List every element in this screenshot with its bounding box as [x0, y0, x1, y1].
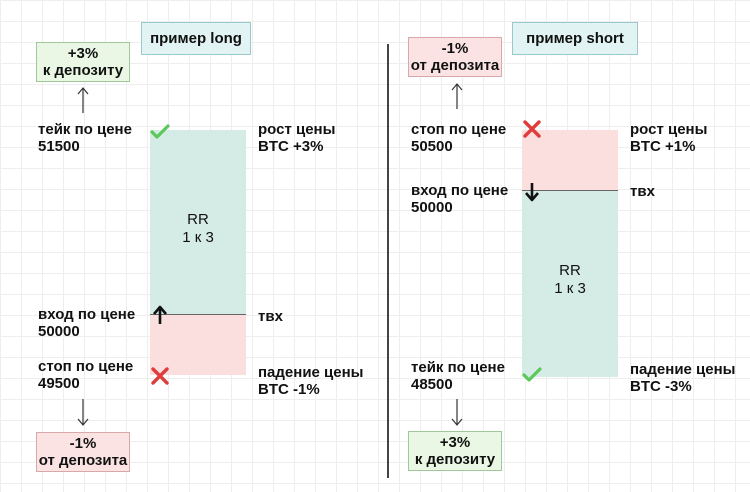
- short-profit-arrow: [451, 399, 463, 426]
- short-take-label: тейк по цене 48500: [411, 359, 505, 393]
- short-loss-arrow: [451, 83, 463, 109]
- long-entry-line: [150, 314, 246, 315]
- section-divider: [387, 44, 389, 478]
- cross-icon: [151, 367, 169, 385]
- cross-icon: [523, 120, 541, 138]
- long-loss-arrow: [77, 399, 89, 426]
- short-tvh-label: твх: [630, 183, 655, 200]
- long-profit-box: +3% к депозиту: [36, 42, 130, 82]
- short-rise-label: рост цены BTC +1%: [630, 121, 708, 155]
- long-rr-label: RR 1 к 3: [182, 211, 214, 246]
- short-profit-zone: [522, 191, 618, 377]
- arrow-up-icon: [153, 305, 167, 324]
- long-entry-label: вход по цене 50000: [38, 306, 136, 340]
- long-rise-label: рост цены BTC +3%: [258, 121, 336, 155]
- long-fall-label: падение цены BTC -1%: [258, 364, 364, 398]
- short-loss-box: -1% от депозита: [408, 37, 502, 77]
- short-rr-label: RR 1 к 3: [554, 262, 586, 297]
- long-profit-arrow: [77, 87, 89, 113]
- short-fall-label: падение цены BTC -3%: [630, 361, 736, 395]
- short-profit-box: +3% к депозиту: [408, 431, 502, 471]
- short-entry-label: вход по цене 50000: [411, 182, 509, 216]
- long-take-label: тейк по цене 51500: [38, 121, 132, 155]
- short-stop-label: стоп по цене 50500: [411, 121, 507, 155]
- check-icon: [522, 367, 542, 382]
- long-tvh-label: твх: [258, 308, 283, 325]
- long-stop-label: стоп по цене 49500: [38, 358, 134, 392]
- long-loss-box: -1% от депозита: [36, 432, 130, 472]
- short-title: пример short: [512, 22, 638, 55]
- short-entry-line: [522, 190, 618, 191]
- check-icon: [150, 124, 170, 139]
- long-profit-zone: [150, 130, 246, 315]
- long-loss-zone: [150, 315, 246, 375]
- arrow-down-icon: [525, 183, 539, 202]
- short-loss-zone: [522, 130, 618, 191]
- long-title: пример long: [141, 22, 251, 55]
